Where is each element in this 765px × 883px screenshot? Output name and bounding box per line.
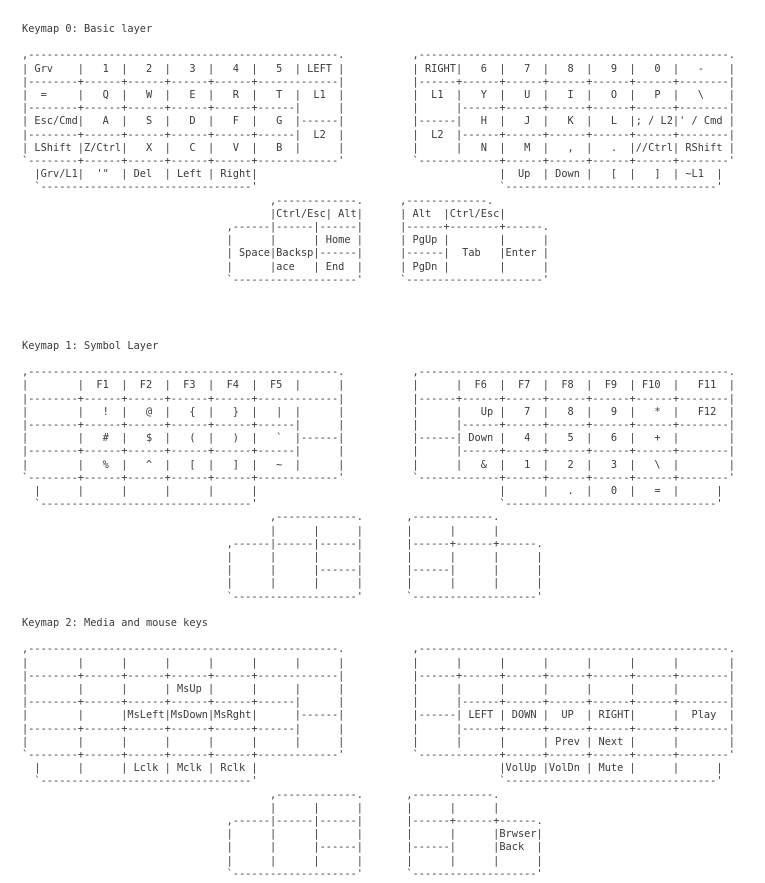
keymap-1-section: Keymap 1: Symbol Layer ,----------------…: [22, 340, 765, 604]
keymap-2-ascii-diagram: ,---------------------------------------…: [22, 643, 735, 880]
keymap-2-section: Keymap 2: Media and mouse keys ,--------…: [22, 617, 765, 881]
keymap-0-section: Keymap 0: Basic layer ,-----------------…: [22, 23, 765, 287]
keymap-1-title: Keymap 1: Symbol Layer: [22, 339, 159, 352]
keymap-1-ascii-diagram: ,---------------------------------------…: [22, 366, 735, 603]
keymap-0-ascii-diagram: ,---------------------------------------…: [22, 49, 735, 286]
keymap-2-title: Keymap 2: Media and mouse keys: [22, 617, 208, 630]
keymap-0-title: Keymap 0: Basic layer: [22, 23, 153, 35]
